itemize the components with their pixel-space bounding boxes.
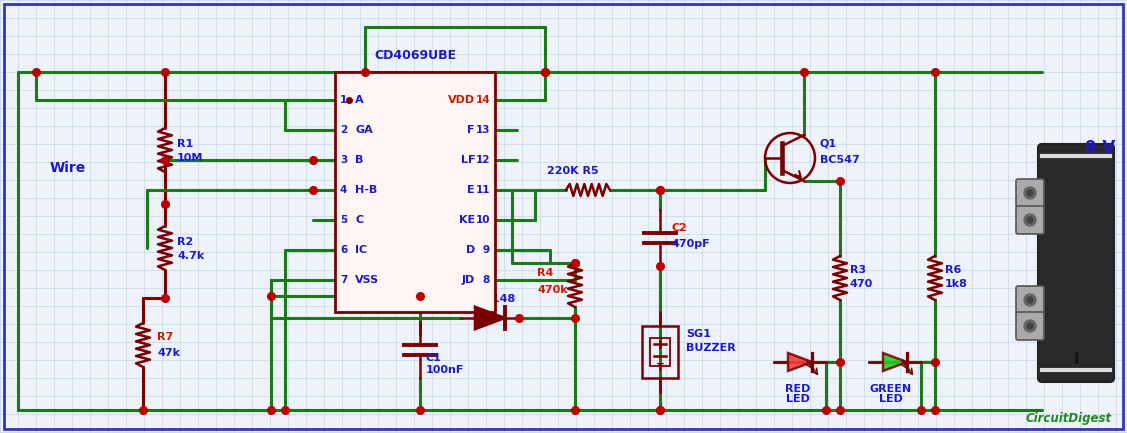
FancyBboxPatch shape (335, 72, 495, 312)
FancyBboxPatch shape (1017, 179, 1044, 207)
Text: Wire: Wire (50, 161, 86, 175)
Text: GREEN: GREEN (870, 384, 912, 394)
Text: H-B: H-B (355, 185, 378, 195)
Text: 470: 470 (850, 279, 873, 289)
Text: 1k8: 1k8 (946, 279, 968, 289)
Text: D: D (465, 245, 474, 255)
Text: 9: 9 (482, 245, 490, 255)
Text: 13: 13 (476, 125, 490, 135)
Text: 10: 10 (476, 215, 490, 225)
Circle shape (1024, 320, 1036, 332)
Text: 9 V: 9 V (1085, 139, 1115, 157)
Polygon shape (882, 353, 907, 371)
Circle shape (1024, 187, 1036, 199)
Text: 5: 5 (340, 215, 347, 225)
Circle shape (1024, 294, 1036, 306)
Text: RED: RED (786, 384, 810, 394)
Text: BC547: BC547 (820, 155, 860, 165)
Text: 100nF: 100nF (426, 365, 464, 375)
Text: B: B (355, 155, 363, 165)
Text: IC: IC (355, 245, 367, 255)
Text: 6: 6 (340, 245, 347, 255)
Text: 2: 2 (340, 125, 347, 135)
Text: KE: KE (459, 215, 474, 225)
FancyBboxPatch shape (1017, 312, 1044, 340)
Text: A: A (355, 95, 364, 105)
Text: C2: C2 (672, 223, 687, 233)
Text: 7: 7 (340, 275, 347, 285)
Text: R6: R6 (946, 265, 961, 275)
Text: CD4069UBE: CD4069UBE (374, 49, 456, 62)
Text: VSS: VSS (355, 275, 379, 285)
Text: 1: 1 (340, 95, 347, 105)
Polygon shape (474, 307, 505, 329)
Text: BUZZER: BUZZER (686, 343, 736, 353)
Circle shape (1027, 297, 1033, 303)
Text: R7: R7 (157, 332, 174, 342)
FancyBboxPatch shape (1038, 144, 1113, 382)
Text: 11: 11 (476, 185, 490, 195)
Text: 10M: 10M (177, 153, 203, 163)
Text: 14: 14 (476, 95, 490, 105)
Text: I: I (1073, 352, 1079, 368)
Text: R2: R2 (177, 237, 193, 247)
FancyBboxPatch shape (1017, 286, 1044, 314)
Text: 3: 3 (340, 155, 347, 165)
Text: E: E (468, 185, 474, 195)
Text: 12: 12 (476, 155, 490, 165)
Text: D3: D3 (477, 284, 494, 294)
Text: C1: C1 (426, 353, 442, 363)
Text: T: T (657, 363, 664, 373)
Text: 4.7k: 4.7k (177, 251, 204, 261)
Circle shape (1027, 217, 1033, 223)
Circle shape (1027, 190, 1033, 196)
Text: LF: LF (461, 155, 474, 165)
Circle shape (1027, 323, 1033, 329)
Text: F: F (468, 125, 474, 135)
Text: 470k: 470k (536, 285, 568, 295)
Text: CircuitDigest: CircuitDigest (1026, 412, 1112, 425)
Text: SG1: SG1 (686, 329, 711, 339)
Text: Q1: Q1 (820, 139, 837, 149)
Text: 4: 4 (340, 185, 347, 195)
Text: VDD: VDD (447, 95, 474, 105)
Polygon shape (788, 353, 811, 371)
Text: 1N4148: 1N4148 (468, 294, 516, 304)
Text: R3: R3 (850, 265, 867, 275)
Text: LED: LED (786, 394, 810, 404)
Text: LED: LED (879, 394, 903, 404)
FancyBboxPatch shape (1017, 206, 1044, 234)
Text: R1: R1 (177, 139, 193, 149)
Text: 47k: 47k (157, 348, 180, 358)
Text: 220K R5: 220K R5 (548, 166, 598, 176)
Text: 470pF: 470pF (672, 239, 711, 249)
Text: 8: 8 (482, 275, 490, 285)
Text: JD: JD (462, 275, 474, 285)
Text: C: C (355, 215, 363, 225)
Text: GA: GA (355, 125, 373, 135)
Text: R4: R4 (536, 268, 553, 278)
Circle shape (1024, 214, 1036, 226)
